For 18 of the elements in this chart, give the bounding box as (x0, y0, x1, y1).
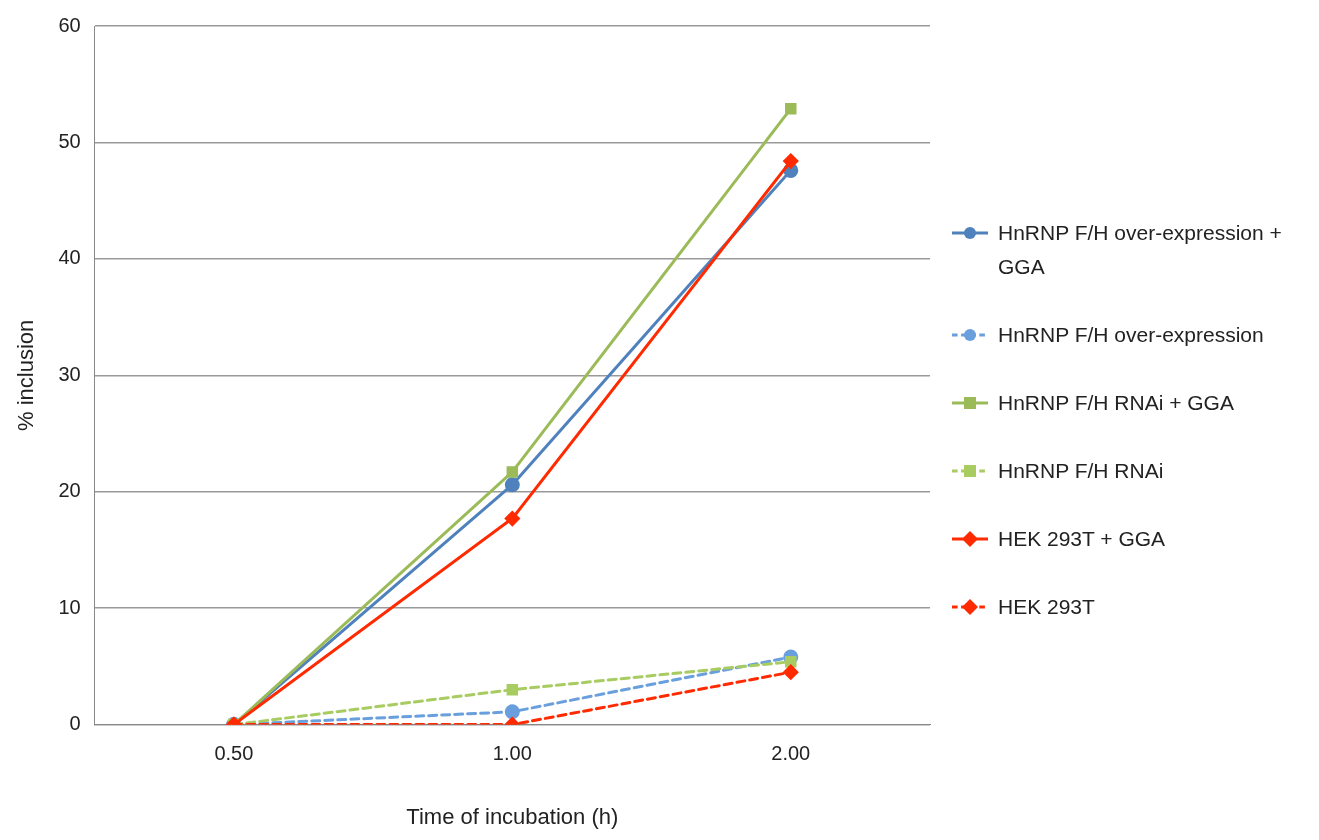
y-tick-label: 30 (58, 362, 81, 385)
y-tick-label: 0 (69, 712, 81, 735)
x-tick-label: 1.00 (492, 742, 532, 765)
y-tick-label: 50 (58, 129, 81, 152)
x-tick-label: 2.00 (771, 742, 811, 765)
y-tick-label: 20 (58, 479, 81, 502)
x-axis-title: Time of incubation (h) (406, 803, 619, 829)
y-tick-label: 60 (58, 13, 81, 36)
legend-label: HEK 293T + GGA (998, 526, 1166, 552)
legend-label: HnRNP F/H over-expression + GGA (998, 220, 1283, 280)
y-axis-title: % inclusion (13, 319, 39, 431)
x-tick-label: 0.50 (214, 742, 254, 765)
legend-label: HnRNP F/H over-expression (998, 322, 1264, 348)
legend-label: HnRNP F/H RNAi + GGA (998, 390, 1234, 416)
legend-label: HEK 293T (998, 594, 1095, 620)
y-tick-label: 40 (58, 246, 81, 269)
y-tick-label: 10 (58, 595, 81, 618)
legend-label: HnRNP F/H RNAi (998, 458, 1164, 484)
